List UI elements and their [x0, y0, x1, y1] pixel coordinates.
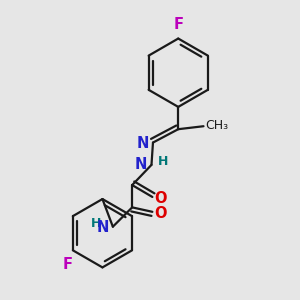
Text: F: F: [173, 17, 183, 32]
Text: CH₃: CH₃: [205, 119, 228, 132]
Text: H: H: [158, 155, 168, 168]
Text: N: N: [97, 220, 109, 235]
Text: O: O: [154, 191, 167, 206]
Text: N: N: [137, 136, 149, 151]
Text: N: N: [135, 157, 147, 172]
Text: F: F: [62, 257, 73, 272]
Text: O: O: [154, 206, 167, 220]
Text: H: H: [91, 217, 102, 230]
